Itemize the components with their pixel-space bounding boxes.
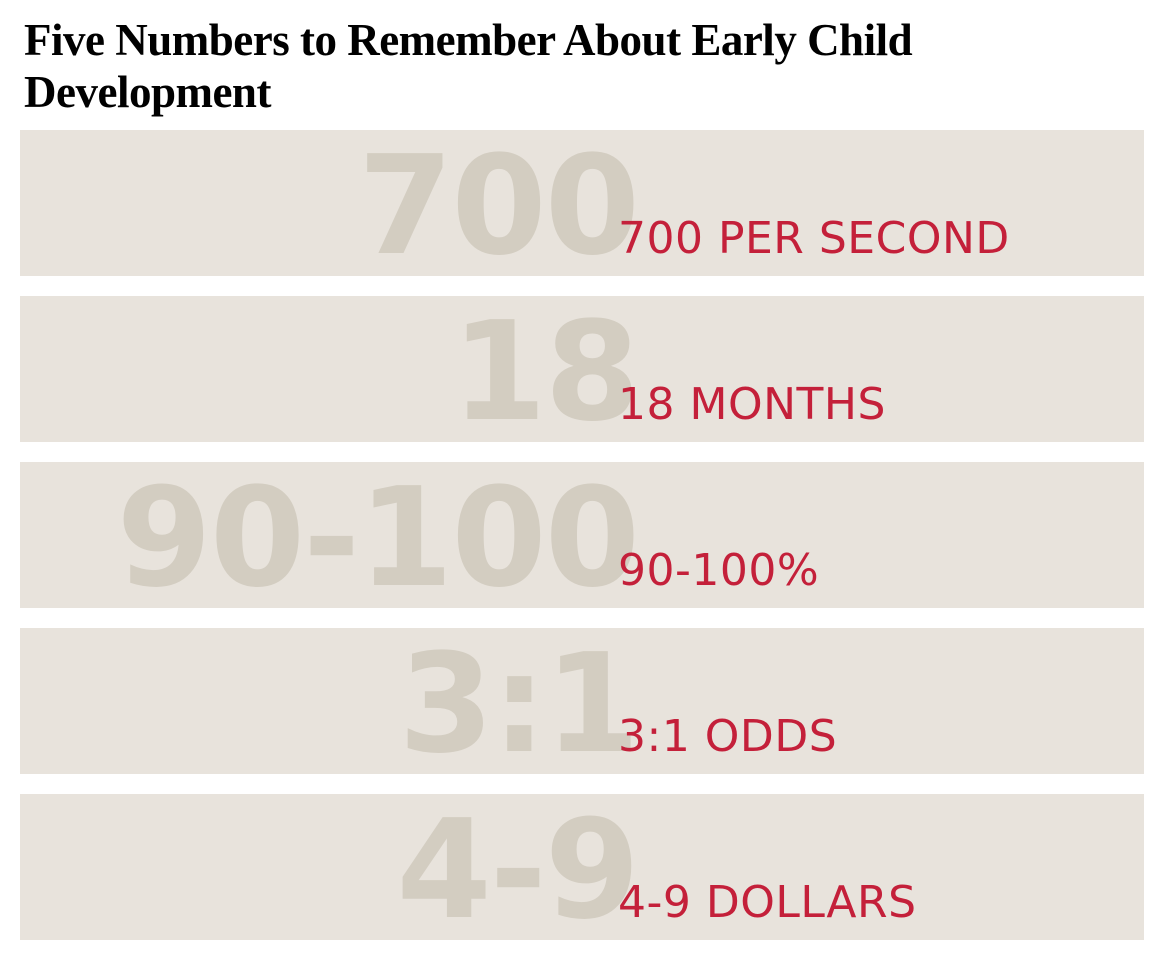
- band-3-1-odds: 3:1 3:1 ODDS: [20, 628, 1144, 774]
- number-bands: 700 700 PER SECOND 18 18 MONTHS 90-100 9…: [20, 130, 1144, 940]
- band-18-months: 18 18 MONTHS: [20, 296, 1144, 442]
- band-4-9-dollars: 4-9 4-9 DOLLARS: [20, 794, 1144, 940]
- number-label-90-100-percent: 90-100%: [618, 545, 820, 596]
- page-title-line-1: Five Numbers to Remember About Early Chi…: [24, 15, 913, 65]
- page-title: Five Numbers to Remember About Early Chi…: [24, 14, 1136, 118]
- page-title-line-2: Development: [24, 67, 271, 117]
- big-number-700: 700: [358, 127, 640, 286]
- number-label-700-per-second: 700 PER SECOND: [618, 213, 1010, 264]
- number-label-4-9-dollars: 4-9 DOLLARS: [618, 877, 917, 928]
- big-number-3-1: 3:1: [398, 625, 640, 784]
- band-700-per-second: 700 700 PER SECOND: [20, 130, 1144, 276]
- number-label-3-1-odds: 3:1 ODDS: [618, 711, 838, 762]
- big-number-4-9: 4-9: [396, 791, 640, 950]
- big-number-90-100: 90-100: [116, 459, 640, 618]
- band-90-100-percent: 90-100 90-100%: [20, 462, 1144, 608]
- number-label-18-months: 18 MONTHS: [618, 379, 886, 430]
- big-number-18: 18: [451, 293, 640, 452]
